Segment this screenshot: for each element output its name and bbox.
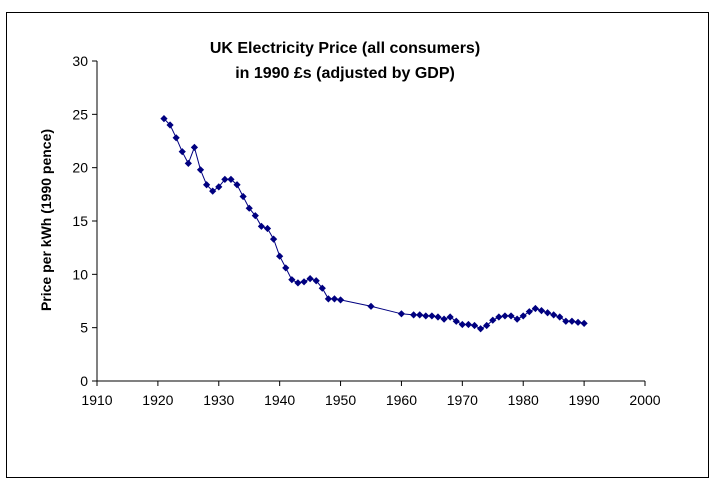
- data-point: [397, 310, 406, 318]
- y-tick-label: 5: [80, 320, 88, 336]
- data-point: [422, 312, 430, 320]
- y-tick-label: 30: [72, 53, 88, 69]
- x-tick-label: 1910: [81, 392, 112, 408]
- x-tick-label: 1950: [325, 392, 356, 408]
- chart-frame: [6, 12, 709, 478]
- data-point: [190, 143, 199, 151]
- x-tick-label: 2000: [629, 392, 660, 408]
- data-point: [215, 183, 223, 191]
- data-point: [184, 159, 192, 167]
- data-point: [556, 313, 564, 321]
- data-point: [245, 204, 253, 212]
- data-point: [562, 317, 570, 325]
- y-axis-title: Price per kWh (1990 pence): [38, 129, 54, 311]
- x-tick-label: 1970: [447, 392, 478, 408]
- data-point: [166, 121, 174, 129]
- y-tick-label: 10: [72, 266, 88, 282]
- chart-title: UK Electricity Price (all consumers): [210, 40, 480, 57]
- data-point: [172, 134, 180, 142]
- data-point: [239, 192, 247, 201]
- x-tick-label: 1990: [569, 392, 600, 408]
- x-tick-label: 1930: [203, 392, 234, 408]
- y-tick-label: 25: [72, 106, 88, 122]
- x-tick-label: 1940: [264, 392, 295, 408]
- series-markers: [160, 115, 588, 333]
- data-point: [318, 284, 326, 292]
- x-tick-label: 1980: [508, 392, 539, 408]
- data-point: [257, 222, 265, 230]
- x-tick-label: 1960: [386, 392, 417, 408]
- data-point: [495, 313, 503, 321]
- data-point: [209, 187, 217, 195]
- x-tick-label: 1920: [142, 392, 173, 408]
- data-point: [330, 295, 339, 303]
- data-point: [543, 309, 552, 317]
- data-point: [501, 312, 509, 320]
- data-point: [367, 302, 375, 310]
- data-point: [550, 311, 558, 319]
- data-point: [300, 278, 308, 286]
- data-point: [446, 313, 454, 321]
- data-point: [282, 264, 290, 272]
- data-point: [428, 312, 436, 320]
- data-point: [294, 279, 302, 287]
- data-point: [519, 312, 527, 320]
- data-point: [525, 308, 533, 316]
- series-line-price: [163, 118, 585, 330]
- data-point: [251, 212, 259, 220]
- data-point: [464, 320, 473, 329]
- data-point: [434, 313, 442, 321]
- data-point: [221, 175, 229, 183]
- data-point: [440, 315, 448, 323]
- data-point: [203, 181, 211, 189]
- data-point: [513, 315, 521, 323]
- data-point: [288, 276, 296, 284]
- data-point: [233, 181, 241, 189]
- data-point: [580, 319, 588, 327]
- data-point: [531, 304, 539, 313]
- data-point: [537, 307, 546, 315]
- data-point: [410, 311, 418, 319]
- data-point: [160, 115, 168, 123]
- y-tick-label: 20: [72, 160, 88, 176]
- data-point: [458, 320, 466, 329]
- data-point: [452, 317, 460, 325]
- data-point: [568, 317, 576, 325]
- data-point: [470, 321, 479, 330]
- y-tick-label: 15: [72, 213, 88, 229]
- data-point: [489, 316, 497, 324]
- x-axis-ticks: 1910 1920 1930 1940 1950 1960 1970 1980 1990 2000: [81, 381, 661, 408]
- data-point: [416, 311, 424, 319]
- data-point: [507, 312, 515, 320]
- data-point: [276, 252, 284, 260]
- y-axis-ticks: 0 5 10 15 20 25 30: [72, 53, 97, 389]
- data-point: [336, 296, 345, 304]
- data-point: [483, 321, 491, 330]
- data-point: [574, 318, 582, 326]
- data-point: [227, 175, 235, 183]
- data-point: [477, 325, 485, 333]
- data-point: [196, 166, 205, 174]
- data-point: [269, 235, 278, 243]
- data-point: [324, 295, 332, 303]
- data-point: [306, 275, 314, 283]
- chart-subtitle: in 1990 £s (adjusted by GDP): [235, 65, 455, 82]
- data-point: [178, 148, 186, 156]
- y-tick-label: 0: [80, 373, 88, 389]
- data-point: [312, 277, 320, 285]
- data-point: [263, 224, 272, 233]
